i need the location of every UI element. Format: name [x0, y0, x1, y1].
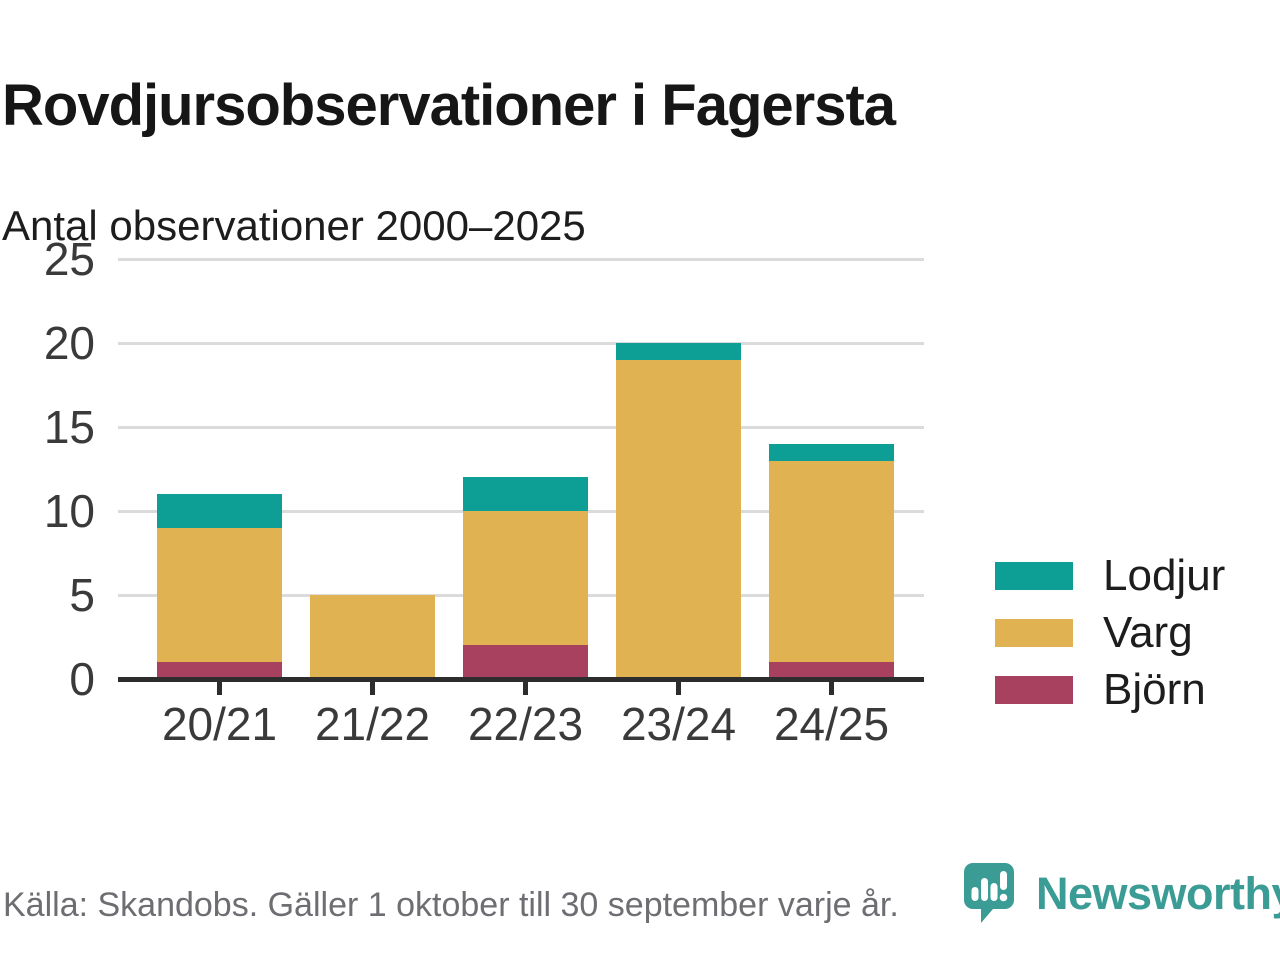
newsworthy-logo: Newsworthy	[963, 862, 1280, 926]
plot-area	[118, 257, 924, 679]
x-tick-22-23	[523, 682, 528, 695]
x-axis-line	[118, 677, 924, 682]
chart-area: 0 5 10 15 20 25 20/21 21/22 22/23 23/24 24/25 Lod…	[0, 233, 1280, 759]
source-note: Källa: Skandobs. Gäller 1 oktober till 3…	[3, 886, 899, 924]
x-tick-label-21-22: 21/22	[314, 698, 431, 750]
x-tick-24-25	[829, 682, 834, 695]
bar-segment-23-24-lodjur[interactable]	[616, 343, 741, 360]
bar-segment-20-21-lodjur[interactable]	[157, 494, 282, 528]
x-tick-23-24	[676, 682, 681, 695]
bar-segment-20-21-björn[interactable]	[157, 662, 282, 679]
bar-segment-21-22-varg[interactable]	[310, 595, 435, 679]
bar-segment-23-24-varg[interactable]	[616, 359, 741, 679]
bar-20/21[interactable]	[157, 494, 282, 679]
bar-22/23[interactable]	[463, 477, 588, 679]
bar-segment-22-23-lodjur[interactable]	[463, 477, 588, 512]
legend-swatch-lodjur	[995, 561, 1073, 590]
x-tick-label-20-21: 20/21	[161, 698, 278, 750]
legend: Lodjur Varg Björn	[995, 547, 1225, 718]
legend-label-lodjur: Lodjur	[1103, 550, 1226, 600]
bar-segment-24-25-björn[interactable]	[769, 662, 894, 679]
bar-segment-22-23-björn[interactable]	[463, 645, 588, 679]
legend-item-björn: Björn	[995, 661, 1225, 718]
x-tick-label-23-24: 23/24	[620, 698, 737, 750]
legend-label-varg: Varg	[1103, 607, 1193, 657]
x-tick-label-24-25: 24/25	[773, 698, 890, 750]
y-tick-label-25: 25	[43, 233, 95, 285]
y-tick-label-15: 15	[43, 401, 95, 453]
y-tick-label-10: 10	[43, 485, 95, 537]
newsworthy-bubble-icon	[964, 863, 1014, 923]
bar-21/22[interactable]	[310, 595, 435, 679]
legend-swatch-björn	[995, 675, 1073, 704]
gridline-25	[118, 257, 924, 261]
x-tick-21-22	[370, 682, 375, 695]
bar-segment-20-21-varg[interactable]	[157, 527, 282, 663]
y-tick-label-20: 20	[43, 317, 95, 369]
bar-23/24[interactable]	[616, 343, 741, 679]
bar-segment-24-25-lodjur[interactable]	[769, 443, 894, 461]
bar-segment-22-23-varg[interactable]	[463, 511, 588, 646]
legend-swatch-varg	[995, 618, 1073, 647]
bar-24/25[interactable]	[769, 443, 894, 679]
bar-segment-24-25-varg[interactable]	[769, 460, 894, 663]
legend-item-lodjur: Lodjur	[995, 547, 1225, 604]
legend-label-björn: Björn	[1103, 664, 1206, 714]
gridline-20	[118, 341, 924, 345]
y-tick-label-5: 5	[69, 569, 95, 621]
chart-title: Rovdjursobservationer i Fagersta	[2, 72, 896, 138]
chart-subtitle: Antal observationer 2000–2025	[2, 201, 586, 249]
y-tick-label-0: 0	[69, 653, 95, 705]
x-tick-label-22-23: 22/23	[467, 698, 584, 750]
newsworthy-wordmark: Newsworthy	[1036, 868, 1280, 919]
x-tick-20-21	[217, 682, 222, 695]
gridline-15	[118, 425, 924, 429]
legend-item-varg: Varg	[995, 604, 1225, 661]
